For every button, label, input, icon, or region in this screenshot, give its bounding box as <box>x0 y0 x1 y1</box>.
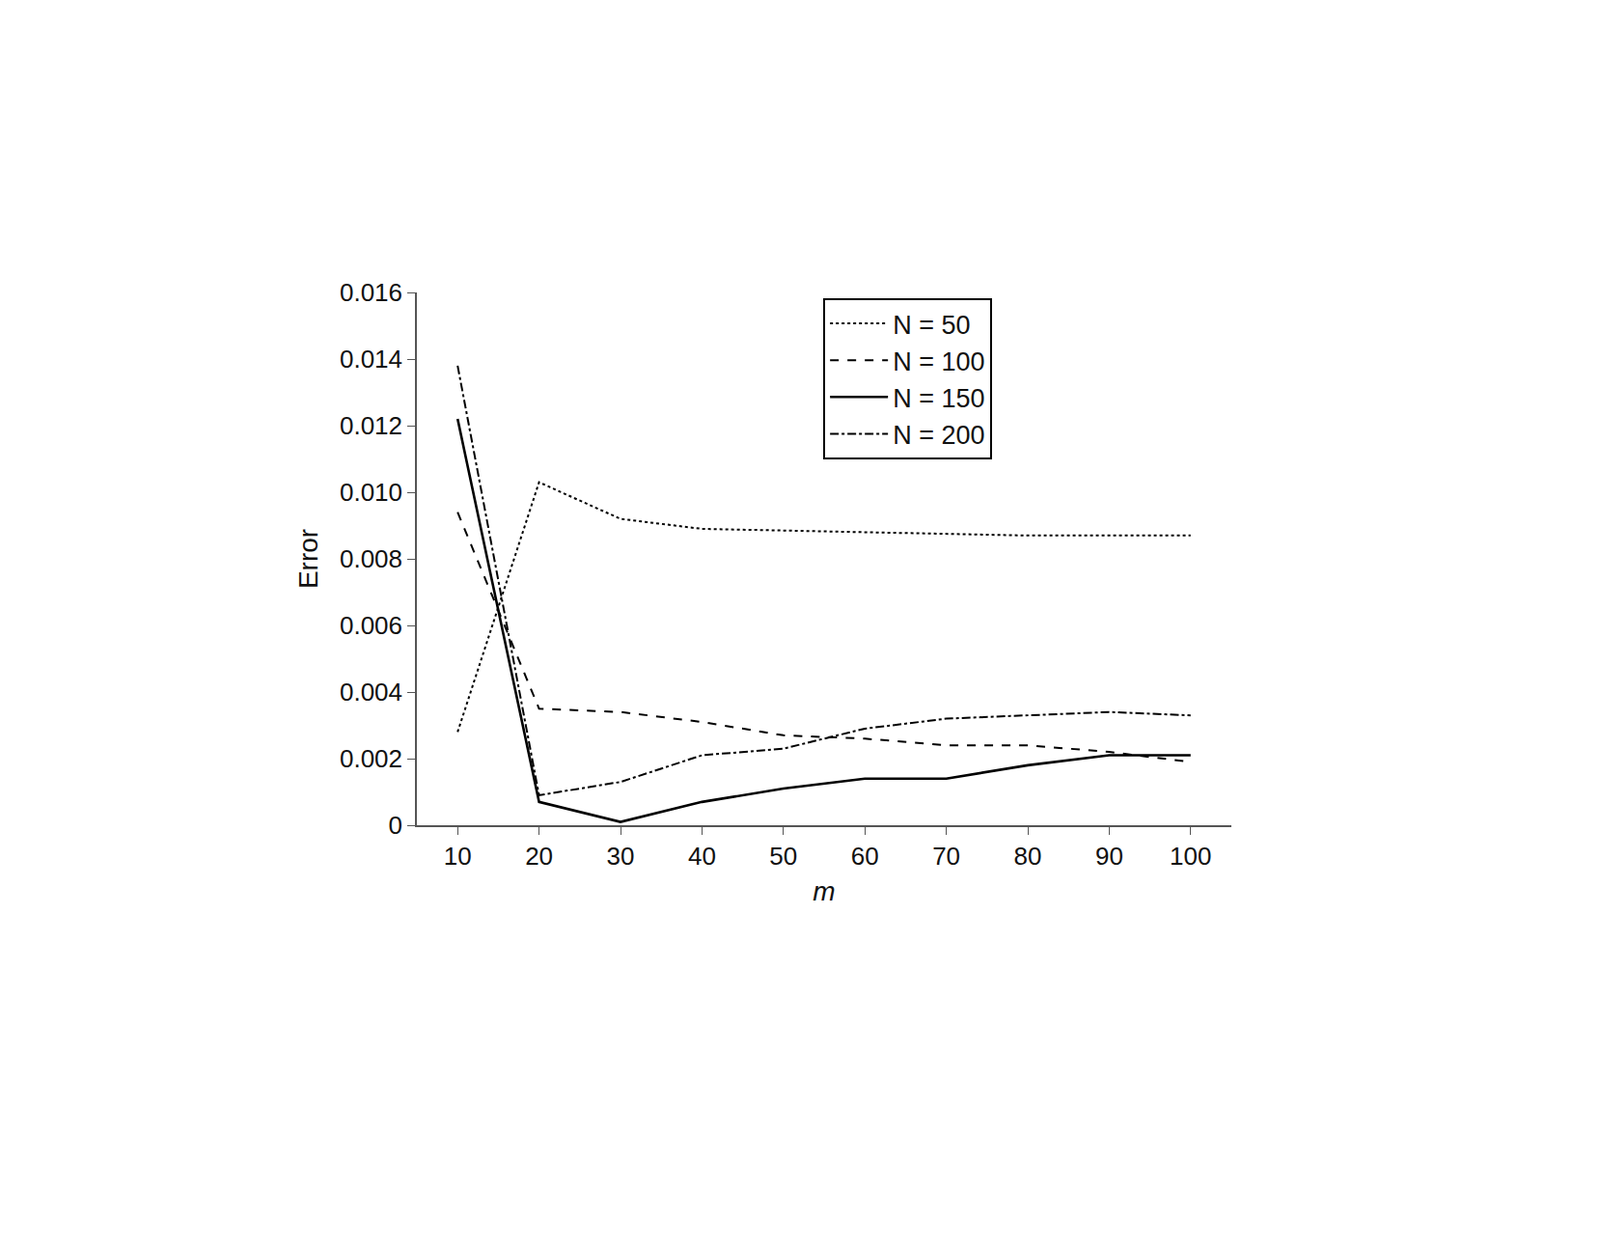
svg-text:70: 70 <box>932 841 961 871</box>
svg-text:10: 10 <box>443 841 472 871</box>
svg-text:40: 40 <box>688 841 717 871</box>
svg-text:N = 150: N = 150 <box>892 384 985 414</box>
svg-text:80: 80 <box>1014 841 1043 871</box>
svg-text:0.014: 0.014 <box>339 344 403 374</box>
svg-text:0.002: 0.002 <box>339 744 403 773</box>
svg-text:30: 30 <box>606 841 635 871</box>
svg-text:20: 20 <box>524 841 553 871</box>
svg-text:0.010: 0.010 <box>339 477 403 507</box>
svg-text:N = 50: N = 50 <box>892 310 970 340</box>
svg-text:60: 60 <box>851 841 880 871</box>
svg-text:N = 200: N = 200 <box>892 420 985 450</box>
svg-text:100: 100 <box>1169 841 1212 871</box>
svg-text:0.006: 0.006 <box>339 610 403 640</box>
svg-text:0.004: 0.004 <box>339 677 403 707</box>
svg-text:0.008: 0.008 <box>339 544 403 574</box>
svg-text:0.012: 0.012 <box>339 411 403 441</box>
svg-text:90: 90 <box>1095 841 1124 871</box>
svg-text:50: 50 <box>769 841 798 871</box>
svg-text:N = 100: N = 100 <box>892 347 985 377</box>
svg-text:0: 0 <box>388 810 403 840</box>
svg-text:Error: Error <box>293 528 324 589</box>
svg-text:0.016: 0.016 <box>339 277 403 307</box>
svg-text:m: m <box>812 876 835 907</box>
